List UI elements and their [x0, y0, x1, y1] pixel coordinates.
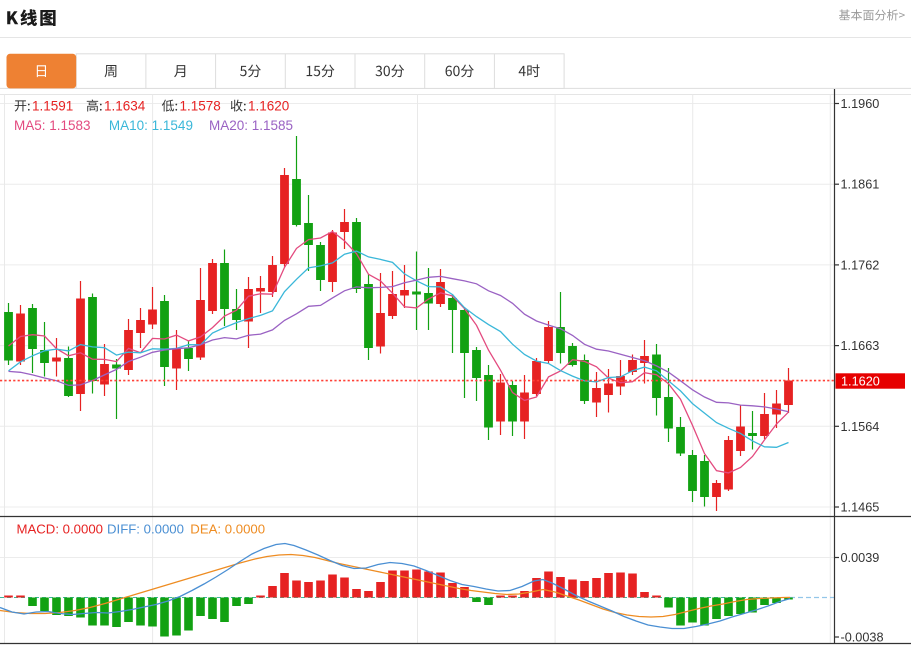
svg-text:1.1564: 1.1564	[841, 420, 880, 434]
svg-text:0.0039: 0.0039	[841, 551, 880, 565]
svg-text:1.1960: 1.1960	[841, 97, 880, 111]
svg-text:DIFF: 0.0000: DIFF: 0.0000	[107, 522, 184, 537]
svg-text:MA5: 1.1583: MA5: 1.1583	[14, 118, 91, 133]
svg-text:1.1578: 1.1578	[180, 99, 221, 114]
svg-text:MA10: 1.1549: MA10: 1.1549	[109, 118, 193, 133]
svg-text:1.1620: 1.1620	[841, 374, 880, 388]
svg-text:1.1620: 1.1620	[248, 99, 289, 114]
svg-text:1.1591: 1.1591	[32, 99, 73, 114]
svg-text:1.1634: 1.1634	[104, 99, 146, 114]
svg-text:1.1861: 1.1861	[841, 178, 880, 192]
svg-text:1.1465: 1.1465	[841, 501, 880, 515]
svg-text:MACD: 0.0000: MACD: 0.0000	[17, 522, 104, 537]
svg-text:1.1762: 1.1762	[841, 258, 880, 272]
svg-text:DEA: 0.0000: DEA: 0.0000	[190, 522, 265, 537]
svg-text:-0.0038: -0.0038	[841, 631, 884, 645]
svg-text:MA20: 1.1585: MA20: 1.1585	[209, 118, 293, 133]
svg-text:1.1663: 1.1663	[841, 339, 880, 353]
